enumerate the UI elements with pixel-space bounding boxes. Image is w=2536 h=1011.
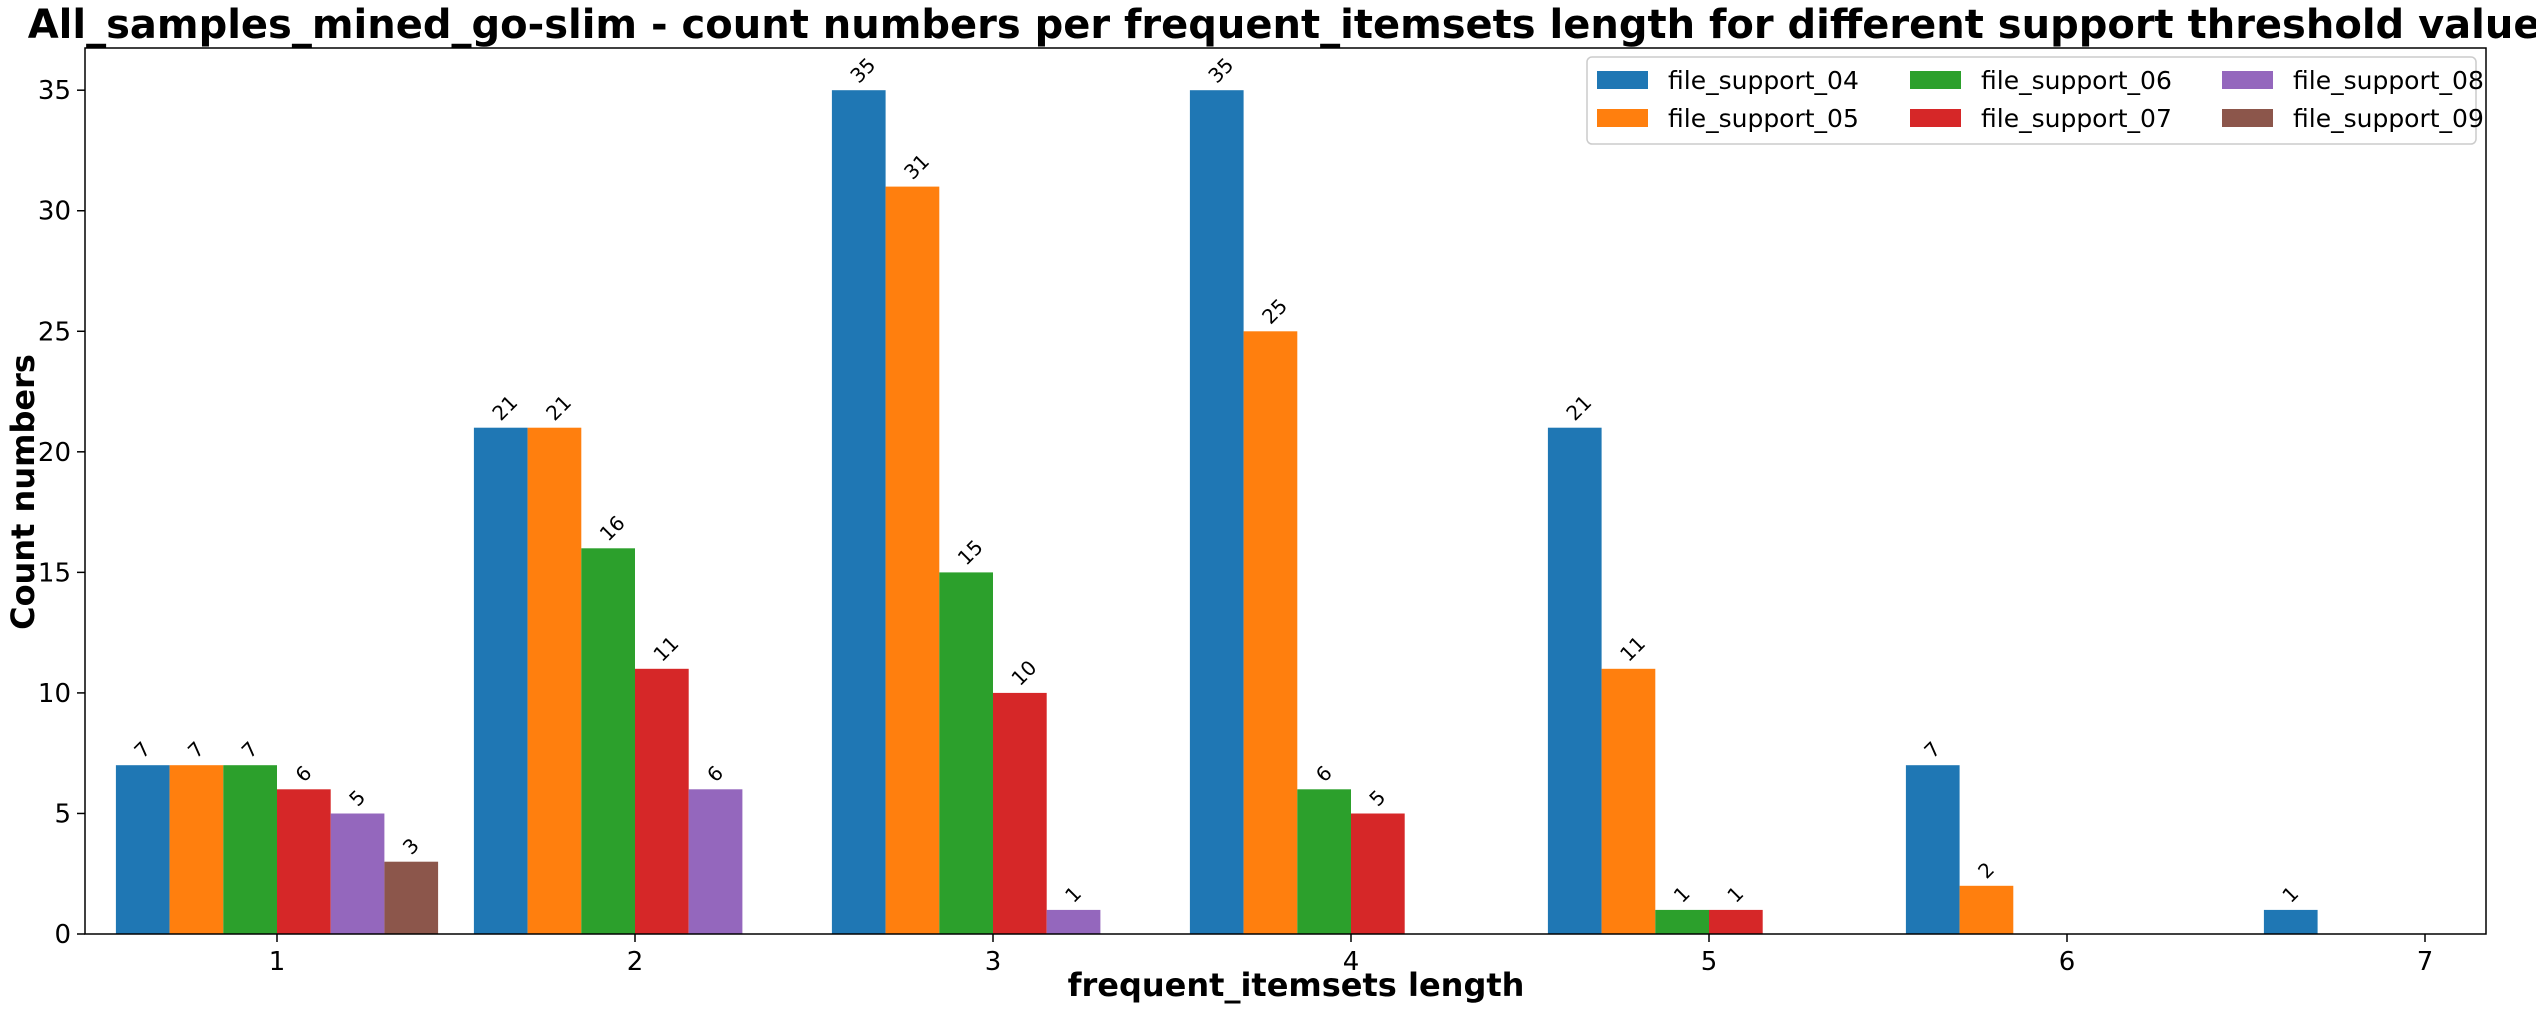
bar-value-label: 1 xyxy=(1722,881,1748,907)
bar-file_support_06-4 xyxy=(1297,789,1351,934)
legend-label: file_support_05 xyxy=(1668,104,1859,133)
bar-value-label: 5 xyxy=(344,785,370,811)
bar-value-label: 2 xyxy=(1973,857,1999,883)
bar-value-label: 35 xyxy=(845,53,880,88)
bar-file_support_05-5 xyxy=(1601,668,1656,934)
bar-file_support_04-5 xyxy=(1547,427,1602,934)
bar-value-label: 7 xyxy=(1919,737,1945,763)
bar-value-label: 25 xyxy=(1257,294,1292,329)
bar-value-label: 1 xyxy=(2277,881,2303,907)
bar-file_support_05-6 xyxy=(1959,885,2014,934)
x-tick-label: 1 xyxy=(269,947,286,977)
y-tick-label: 35 xyxy=(38,76,71,106)
bar-file_support_04-2 xyxy=(473,427,528,934)
bar-value-label: 3 xyxy=(398,833,424,859)
bar-value-label: 31 xyxy=(899,149,934,184)
legend-swatch xyxy=(1597,71,1648,89)
x-tick-label: 4 xyxy=(1343,947,1360,977)
bar-file_support_04-6 xyxy=(1905,765,1960,934)
bar-file_support_05-4 xyxy=(1243,331,1298,934)
y-tick-label: 5 xyxy=(54,799,71,829)
bar-file_support_05-1 xyxy=(169,765,224,934)
bar-value-label: 11 xyxy=(648,631,683,666)
y-tick-label: 25 xyxy=(38,317,71,347)
bar-file_support_06-5 xyxy=(1655,909,1709,934)
bar-file_support_06-1 xyxy=(223,765,277,934)
legend-label: file_support_08 xyxy=(2293,66,2484,95)
bar-file_support_08-1 xyxy=(330,813,385,934)
bar-file_support_06-3 xyxy=(939,572,993,934)
bar-file_support_05-3 xyxy=(885,186,940,935)
bar-value-label: 7 xyxy=(129,737,155,763)
x-axis: 1 2 3 4 5 6 7 xyxy=(269,934,2434,977)
x-tick-label: 5 xyxy=(1701,947,1718,977)
bar-file_support_04-1 xyxy=(115,765,170,934)
legend-label: file_support_04 xyxy=(1668,66,1859,95)
y-axis: 0 5 10 15 20 25 30 35 xyxy=(38,76,85,950)
x-tick-label: 2 xyxy=(627,947,644,977)
legend-label: file_support_07 xyxy=(1981,104,2172,133)
legend-label: file_support_09 xyxy=(2293,104,2484,133)
bar-file_support_04-7 xyxy=(2263,909,2318,934)
y-tick-label: 30 xyxy=(38,197,71,227)
y-tick-label: 15 xyxy=(38,558,71,588)
bar-file_support_08-2 xyxy=(688,789,743,934)
y-tick-label: 20 xyxy=(38,438,71,468)
bar-file_support_08-3 xyxy=(1046,909,1101,934)
bar-value-label: 10 xyxy=(1006,655,1041,690)
y-tick-label: 10 xyxy=(38,679,71,709)
bar-file_support_07-3 xyxy=(993,692,1047,934)
x-tick-label: 7 xyxy=(2417,947,2434,977)
x-tick-label: 3 xyxy=(985,947,1002,977)
bar-value-label: 1 xyxy=(1060,881,1086,907)
x-axis-label: frequent_itemsets length xyxy=(1068,966,1525,1004)
bar-file_support_07-4 xyxy=(1351,813,1405,934)
legend-swatch xyxy=(1910,71,1961,89)
bar-value-label: 21 xyxy=(1561,390,1596,425)
y-axis-label: Count numbers xyxy=(4,354,42,630)
bar-value-label: 21 xyxy=(487,390,522,425)
legend-swatch xyxy=(1910,109,1961,127)
legend-label: file_support_06 xyxy=(1981,66,2172,95)
bar-value-label: 7 xyxy=(183,737,209,763)
bar-file_support_07-5 xyxy=(1709,909,1763,934)
bars-layer xyxy=(115,90,2318,935)
bar-value-label: 6 xyxy=(1311,761,1337,787)
bar-value-label: 5 xyxy=(1364,785,1390,811)
bar-file_support_04-3 xyxy=(831,90,886,934)
bar-value-label: 6 xyxy=(290,761,316,787)
bar-value-label: 15 xyxy=(953,535,988,570)
bar-file_support_05-2 xyxy=(527,427,582,934)
legend-swatch xyxy=(1597,109,1648,127)
bar-file_support_06-2 xyxy=(581,548,635,934)
bar-value-label: 11 xyxy=(1615,631,1650,666)
y-tick-label: 0 xyxy=(54,920,71,950)
legend-swatch xyxy=(2222,109,2273,127)
bar-file_support_04-4 xyxy=(1189,90,1244,934)
legend-swatch xyxy=(2222,71,2273,89)
bar-value-label: 16 xyxy=(595,511,630,546)
bar-file_support_07-2 xyxy=(635,668,689,934)
chart-title: All_samples_mined_go-slim - count number… xyxy=(28,2,2536,48)
bar-value-label: 35 xyxy=(1203,53,1238,88)
plot-area-frame xyxy=(84,47,2487,935)
bar-value-label: 6 xyxy=(702,761,728,787)
bar-file_support_09-1 xyxy=(384,861,439,934)
bar-value-label: 1 xyxy=(1669,881,1695,907)
x-tick-label: 6 xyxy=(2059,947,2076,977)
bar-value-label: 7 xyxy=(237,737,263,763)
legend: file_support_04 file_support_05 file_suppo… xyxy=(1586,56,2484,145)
bar-file_support_07-1 xyxy=(277,789,331,934)
bar-value-label: 21 xyxy=(541,390,576,425)
